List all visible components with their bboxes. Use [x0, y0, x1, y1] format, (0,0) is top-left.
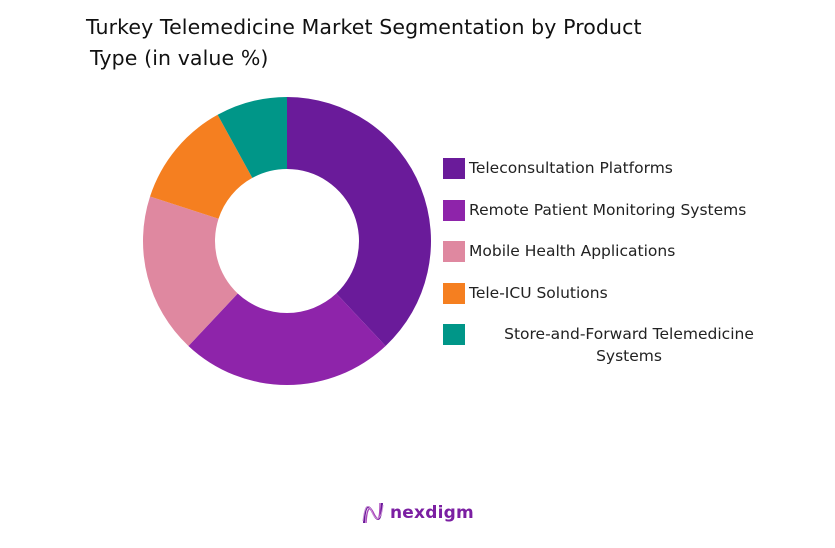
logo-text: nexdigm	[390, 503, 474, 523]
nexdigm-wave-icon	[362, 502, 384, 524]
legend-item-tele-icu: Tele-ICU Solutions	[443, 281, 803, 323]
chart-title-line-1: Turkey Telemedicine Market Segmentation …	[86, 15, 642, 39]
donut-slice-teleconsultation-platforms	[287, 97, 431, 346]
legend-item-mobile-health: Mobile Health Applications	[443, 239, 803, 281]
legend-label: Mobile Health Applications	[469, 242, 676, 260]
legend-item-remote-monitoring: Remote Patient Monitoring Systems	[443, 198, 803, 240]
donut-slice-remote-patient-monitoring-systems	[188, 293, 386, 386]
legend-swatch	[443, 324, 465, 345]
legend-swatch	[443, 282, 465, 304]
legend-label: Store-and-Forward Telemedicine Systems	[504, 325, 754, 365]
legend-item-store-and-forward: Store-and-Forward Telemedicine Systems	[443, 322, 803, 365]
legend-swatch	[443, 241, 465, 262]
legend-label: Remote Patient Monitoring Systems	[469, 200, 747, 219]
donut-slice-mobile-health-applications	[143, 196, 238, 346]
legend-swatch	[443, 158, 465, 179]
legend-swatch	[443, 199, 465, 221]
nexdigm-logo: nexdigm	[362, 501, 474, 525]
donut-slice-store-and-forward-telemedicine-systems	[217, 97, 287, 178]
chart-title: Turkey Telemedicine Market Segmentation …	[86, 12, 642, 74]
donut-slice-tele-icu-solutions	[150, 114, 253, 219]
legend-label: Teleconsultation Platforms	[469, 159, 673, 177]
chart-legend: Teleconsultation Platforms Remote Patien…	[443, 156, 803, 365]
legend-label: Tele-ICU Solutions	[469, 283, 608, 302]
chart-title-line-2: Type (in value %)	[90, 46, 269, 70]
legend-item-teleconsultation: Teleconsultation Platforms	[443, 156, 803, 198]
